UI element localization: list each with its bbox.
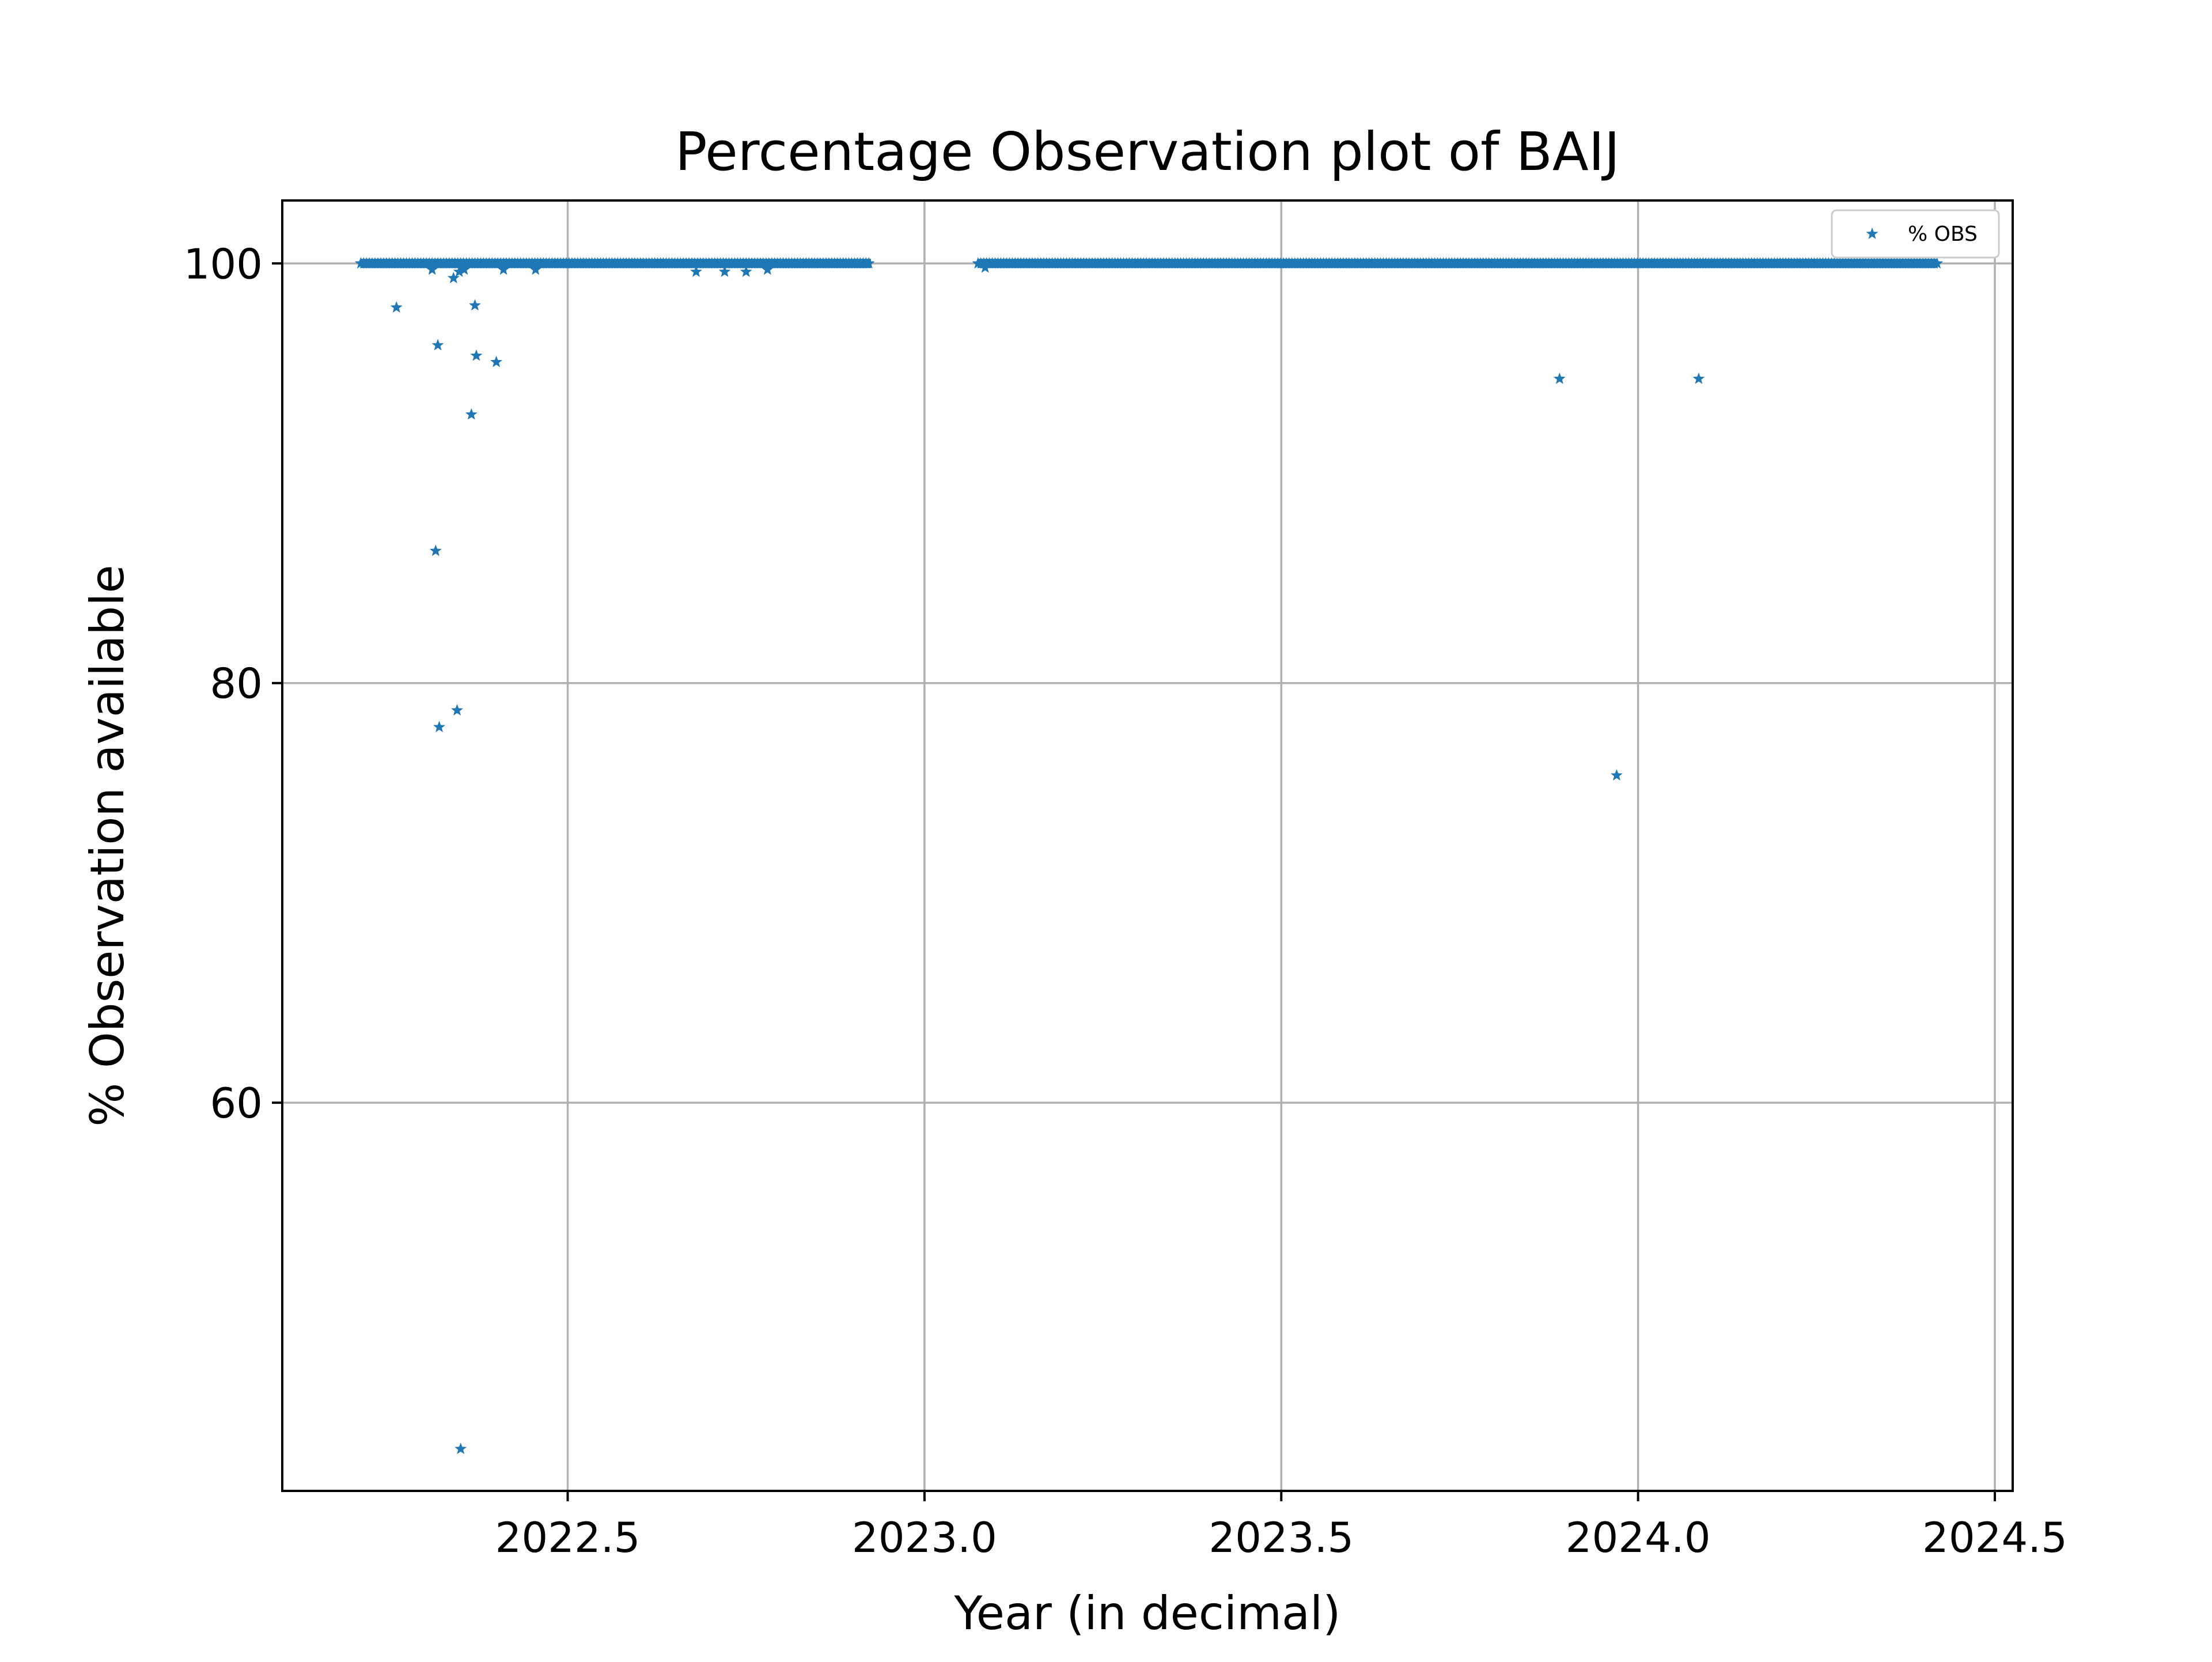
data-point	[433, 721, 445, 733]
legend-star-icon	[1866, 228, 1878, 239]
data-point	[431, 339, 444, 351]
data-point	[497, 263, 510, 275]
x-axis-label: Year (in decimal)	[954, 1587, 1341, 1640]
y-tick-label: 60	[210, 1079, 263, 1127]
y-tick-label: 80	[210, 660, 263, 708]
data-point	[470, 349, 483, 361]
data-point	[469, 299, 481, 311]
chart-title: Percentage Observation plot of BAIJ	[675, 121, 1620, 183]
data-points-layer	[390, 261, 1705, 1455]
data-point	[1692, 372, 1705, 384]
x-tick-label: 2023.0	[852, 1513, 997, 1562]
data-point	[458, 263, 471, 275]
legend-marker	[1866, 228, 1878, 239]
x-tick-label: 2024.0	[1566, 1513, 1711, 1562]
x-tick-label: 2022.5	[495, 1513, 641, 1562]
data-point	[390, 301, 403, 313]
legend-label: % OBS	[1908, 222, 1978, 246]
legend-box	[1831, 209, 2000, 259]
data-point	[690, 265, 702, 277]
data-point	[718, 265, 731, 277]
data-point	[451, 704, 463, 715]
data-point	[740, 265, 752, 277]
data-point	[761, 263, 774, 275]
data-point	[490, 355, 503, 368]
ticks-layer: 2022.5 2023.0 2023.5 2024.0 2024.5 60 80 100	[184, 240, 2067, 1562]
plot-frame	[281, 199, 2014, 1492]
y-axis-label: % Observation available	[81, 565, 134, 1126]
data-point	[862, 257, 875, 269]
dense-runs-layer	[354, 257, 1944, 269]
y-tick-label: 100	[184, 240, 263, 288]
data-point	[453, 265, 465, 277]
data-point	[1611, 769, 1623, 781]
x-tick-label: 2024.5	[1922, 1513, 2067, 1562]
data-point	[447, 271, 460, 283]
data-point	[465, 408, 478, 420]
data-point	[1553, 372, 1566, 384]
data-point	[1931, 257, 1944, 269]
data-point	[979, 261, 991, 273]
data-point	[529, 263, 542, 275]
data-point	[426, 263, 438, 275]
data-point	[454, 1443, 467, 1455]
legend: % OBS	[1831, 209, 2000, 259]
data-point	[429, 544, 442, 556]
x-tick-label: 2023.5	[1209, 1513, 1354, 1562]
